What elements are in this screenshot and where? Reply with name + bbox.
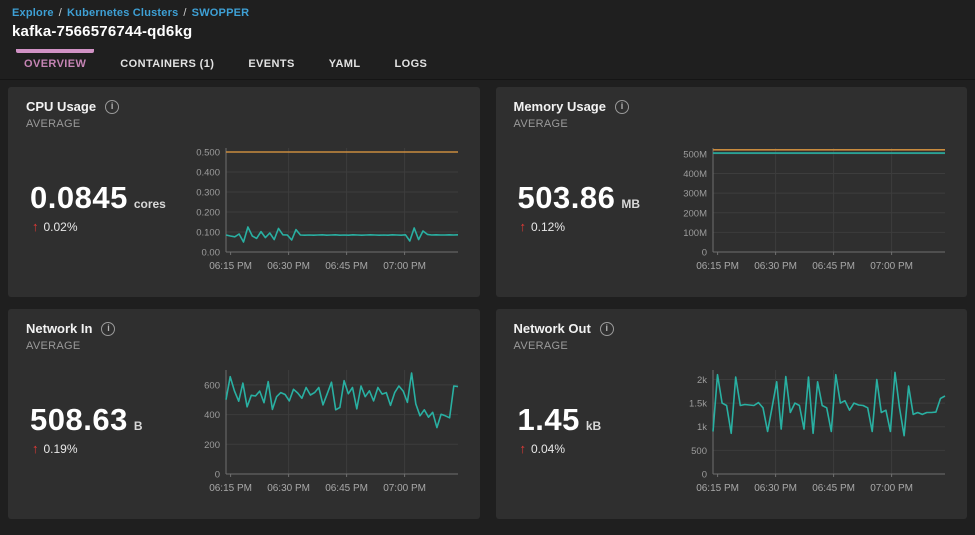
svg-text:06:45 PM: 06:45 PM [812,261,855,272]
network-in-chart[interactable]: 0 200 400 600 06:15 PM 06:30 PM 06:45 PM 07:00 … [186,362,464,502]
card-title: CPU Usage [26,99,97,114]
cpu-usage-card: CPU Usage i AVERAGE 0.0845 cores ↑ 0.02%… [8,87,480,297]
svg-text:0.400: 0.400 [196,167,220,178]
metric-unit: cores [133,196,166,211]
svg-text:1k: 1k [697,422,707,433]
metric-value: 508.63 [30,401,128,437]
card-title: Network In [26,321,93,336]
metric-summary: 1.45 kB ↑ 0.04% [514,402,602,456]
tab-containers[interactable]: CONTAINERS (1) [118,49,216,79]
page-title: kafka-7566576744-qd6kg [12,23,193,40]
svg-text:06:15 PM: 06:15 PM [696,261,739,272]
metric-value: 1.45 [517,401,580,437]
metric-value: 503.86 [517,179,616,215]
svg-text:2k: 2k [697,375,707,386]
tab-logs[interactable]: LOGS [393,49,430,79]
info-icon[interactable]: i [101,321,116,336]
metrics-grid: CPU Usage i AVERAGE 0.0845 cores ↑ 0.02%… [0,80,975,525]
aggregation-label: AVERAGE [513,118,568,130]
metric-unit: MB [621,196,640,211]
tab-yaml[interactable]: YAML [327,49,363,79]
svg-text:500M: 500M [683,149,707,160]
card-title: Memory Usage [513,99,606,114]
svg-text:0.00: 0.00 [201,247,220,258]
aggregation-label: AVERAGE [26,118,81,130]
metric-unit: kB [585,418,602,433]
svg-text:06:45 PM: 06:45 PM [325,261,368,272]
svg-text:1.5k: 1.5k [689,398,707,409]
tab-bar: OVERVIEW CONTAINERS (1) EVENTS YAML LOGS [12,49,963,79]
svg-text:06:15 PM: 06:15 PM [209,483,252,494]
breadcrumb: Explore / Kubernetes Clusters / SWOPPER [12,7,963,19]
info-icon[interactable]: i [599,321,614,336]
svg-text:06:30 PM: 06:30 PM [267,261,310,272]
network-out-chart[interactable]: 0 500 1k 1.5k 2k 06:15 PM 06:30 PM 06:45 PM 07:0… [673,362,951,502]
breadcrumb-separator: / [183,7,187,19]
aggregation-label: AVERAGE [26,340,81,352]
svg-text:06:15 PM: 06:15 PM [696,483,739,494]
svg-text:07:00 PM: 07:00 PM [383,261,426,272]
info-icon[interactable]: i [105,99,120,114]
memory-usage-chart[interactable]: 0 100M 200M 300M 400M 500M 06:15 PM 06:30 PM 06:… [673,140,951,280]
page-header: Explore / Kubernetes Clusters / SWOPPER kafk… [0,0,975,80]
change-percent: 0.04% [531,441,566,456]
svg-text:06:15 PM: 06:15 PM [209,261,252,272]
svg-text:07:00 PM: 07:00 PM [383,483,426,494]
trend-up-icon: ↑ [32,441,39,456]
svg-text:06:30 PM: 06:30 PM [267,483,310,494]
svg-text:500: 500 [691,445,707,456]
breadcrumb-link-kubernetes-clusters[interactable]: Kubernetes Clusters [67,7,179,19]
svg-text:0.200: 0.200 [196,207,220,218]
svg-text:0.500: 0.500 [196,147,220,158]
svg-text:0.100: 0.100 [196,227,220,238]
svg-text:300M: 300M [683,188,707,199]
svg-text:0: 0 [702,469,707,480]
svg-text:06:45 PM: 06:45 PM [812,483,855,494]
svg-text:07:00 PM: 07:00 PM [870,483,913,494]
metric-value: 0.0845 [30,179,128,215]
metric-unit: B [133,418,143,433]
tab-overview[interactable]: OVERVIEW [15,49,95,79]
svg-text:0: 0 [702,247,707,258]
svg-text:600: 600 [204,380,220,391]
metric-summary: 508.63 B ↑ 0.19% [26,402,143,456]
svg-text:100M: 100M [683,227,707,238]
metric-summary: 503.86 MB ↑ 0.12% [514,180,641,234]
trend-up-icon: ↑ [519,441,527,456]
change-percent: 0.12% [531,219,566,234]
svg-text:07:00 PM: 07:00 PM [870,261,913,272]
tab-events[interactable]: EVENTS [246,49,296,79]
breadcrumb-link-explore[interactable]: Explore [12,7,54,19]
metric-summary: 0.0845 cores ↑ 0.02% [26,180,166,234]
trend-up-icon: ↑ [519,219,527,234]
svg-text:200M: 200M [683,208,707,219]
trend-up-icon: ↑ [32,219,39,234]
change-percent: 0.02% [43,219,78,234]
svg-text:0.300: 0.300 [196,187,220,198]
breadcrumb-link-cluster[interactable]: SWOPPER [191,7,250,19]
svg-text:200: 200 [204,439,220,450]
svg-text:400M: 400M [683,169,707,180]
svg-text:0: 0 [214,469,219,480]
network-out-card: Network Out i AVERAGE 1.45 kB ↑ 0.04% 0 5… [495,309,967,519]
card-title: Network Out [513,321,591,336]
change-percent: 0.19% [43,441,78,456]
breadcrumb-separator: / [58,7,63,19]
aggregation-label: AVERAGE [513,340,568,352]
svg-text:06:30 PM: 06:30 PM [754,261,797,272]
info-icon[interactable]: i [614,99,629,114]
memory-usage-card: Memory Usage i AVERAGE 503.86 MB ↑ 0.12%… [495,87,967,297]
svg-text:06:30 PM: 06:30 PM [754,483,797,494]
network-in-card: Network In i AVERAGE 508.63 B ↑ 0.19% 0 2… [8,309,480,519]
svg-text:06:45 PM: 06:45 PM [325,483,368,494]
svg-text:400: 400 [204,410,220,421]
cpu-usage-chart[interactable]: 0.00 0.100 0.200 0.300 0.400 0.500 06:15 PM 06:… [186,140,464,280]
